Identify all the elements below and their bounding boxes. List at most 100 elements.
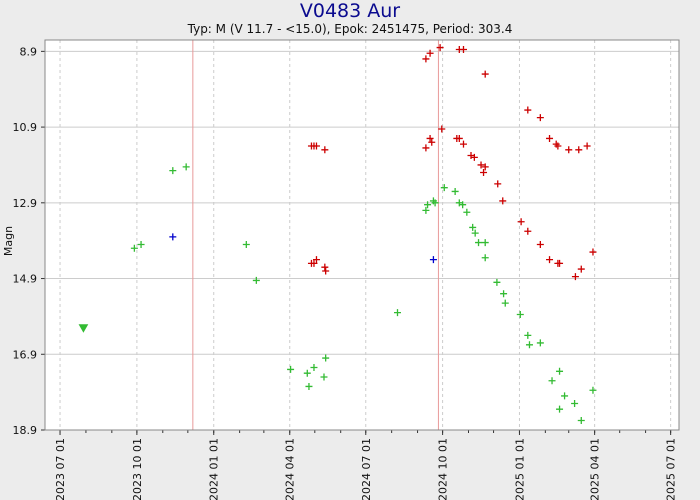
x-tick-label: 2023 07 01 [54,438,67,500]
data-point-green [182,163,190,171]
data-point-green [320,373,328,381]
x-tick-label: 2025 04 01 [589,438,602,500]
y-tick-label: 10.9 [13,121,38,134]
data-point-red [426,134,434,142]
data-point-red [546,134,554,142]
data-point-green [394,309,402,317]
data-point-triangle [78,324,89,333]
data-point-green [469,223,477,231]
data-point-red [546,256,554,264]
data-point-green [310,364,318,372]
data-point-red [536,114,544,122]
data-point-red [426,49,434,57]
data-point-red [422,144,430,152]
y-tick-label: 16.9 [13,348,38,361]
data-point-green [252,276,260,284]
data-point-red [477,161,485,169]
data-point-red [312,256,320,264]
data-point-red [312,142,320,150]
data-point-green [471,229,479,237]
data-point-blue [169,233,177,241]
data-point-green [287,365,295,373]
data-point-green [322,354,330,362]
data-point-red [556,259,564,267]
data-point-green [431,199,439,207]
data-point-red [494,180,502,188]
data-point-red [436,44,444,52]
plot-frame [44,39,680,431]
data-point-red [321,263,329,271]
plot-area [45,40,679,430]
data-point-green [589,386,597,394]
data-point-green [524,331,532,339]
data-point-green [440,184,448,192]
y-tick-label: 14.9 [13,273,38,286]
data-point-red [481,70,489,78]
data-point-green [481,239,489,247]
data-point-red [577,265,585,273]
data-point-red [571,273,579,281]
data-point-red [322,267,330,275]
data-point-green [481,254,489,262]
data-point-green [459,201,467,209]
x-tick-label: 2024 10 01 [437,438,450,500]
data-point-red [480,169,488,177]
data-point-green [525,341,533,349]
data-point-blue [429,256,437,264]
data-point-red [583,142,591,150]
chart-subtitle: Typ: M (V 11.7 - <15.0), Epok: 2451475, … [187,22,513,36]
data-point-green [571,399,579,407]
data-point-green [424,201,432,209]
data-point-green [577,417,585,425]
data-point-green [305,382,313,390]
data-point-green [561,392,569,400]
data-point-green [137,240,145,248]
data-point-green [463,208,471,216]
data-point-green [451,187,459,195]
data-point-green [422,206,430,214]
x-tick-label: 2024 01 01 [208,438,221,500]
data-point-red [428,138,436,146]
data-point-green [169,167,177,175]
data-point-red [565,146,573,154]
data-point-green [501,299,509,307]
data-point-green [475,239,483,247]
data-point-red [455,134,463,142]
data-point-green [303,369,311,377]
data-point-red [499,197,507,205]
data-point-green [516,311,524,319]
data-point-red [459,140,467,148]
data-point-red [470,153,478,161]
data-point-red [554,142,562,150]
data-point-red [524,106,532,114]
data-point-red [459,45,467,53]
data-point-green [556,405,564,413]
data-point-red [481,163,489,171]
data-point-green [536,339,544,347]
data-point-red [589,248,597,256]
data-point-green [500,290,508,298]
data-point-green [242,240,250,248]
y-tick-label: 18.9 [13,424,38,437]
data-point-red [422,55,430,63]
y-axis-label: Magn [2,226,15,256]
chart-title: V0483 Aur [299,0,401,22]
data-point-green [493,278,501,286]
data-point-red [575,146,583,154]
x-tick-label: 2025 07 01 [665,438,678,500]
x-tick-label: 2025 01 01 [513,438,526,500]
data-point-red [524,227,532,235]
x-tick-label: 2024 04 01 [284,438,297,500]
y-tick-label: 12.9 [13,197,38,210]
data-point-red [438,125,446,133]
data-point-green [556,367,564,375]
data-point-red [310,259,318,267]
data-point-red [517,218,525,226]
data-point-green [548,377,556,385]
data-point-red [536,240,544,248]
x-tick-label: 2024 07 01 [360,438,373,500]
x-tick-label: 2023 10 01 [131,438,144,500]
data-point-red [321,146,329,154]
data-point-green [130,244,138,252]
